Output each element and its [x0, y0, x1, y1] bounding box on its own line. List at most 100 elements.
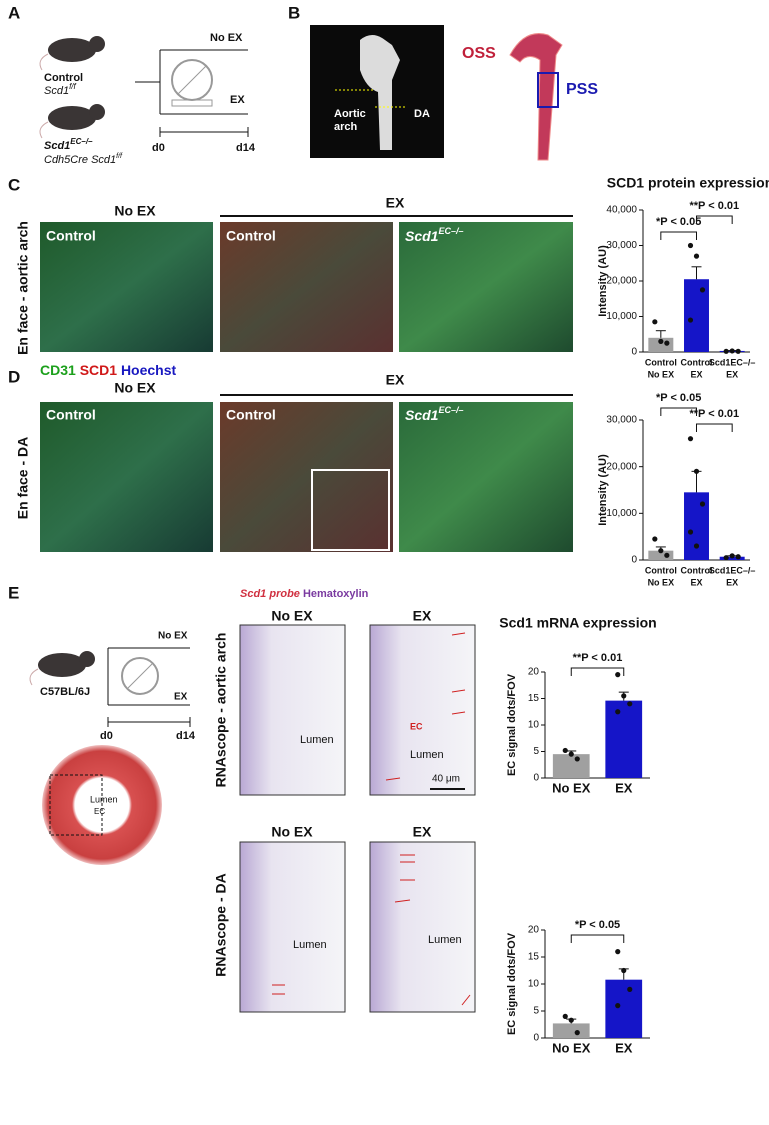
- bar: [605, 979, 643, 1038]
- data-point: [687, 242, 694, 249]
- x-tick-label: No EX: [648, 369, 675, 379]
- column-header: No EX: [114, 380, 156, 396]
- y-tick-label: 5: [533, 1006, 539, 1017]
- y-tick-label: 10: [528, 720, 540, 731]
- column-header: No EX: [114, 203, 156, 219]
- data-point: [664, 340, 670, 346]
- data-point: [664, 552, 670, 558]
- image-label: Control: [226, 407, 276, 423]
- label: EX: [230, 94, 245, 106]
- label: d0: [152, 142, 165, 154]
- bar: [684, 492, 709, 560]
- image-label: Control: [226, 228, 276, 244]
- y-axis-label: Intensity (AU): [597, 245, 609, 317]
- data-point: [627, 986, 633, 993]
- bar: [552, 1023, 590, 1038]
- label: Scd1 probe: [240, 588, 300, 600]
- label: EC–/–: [70, 137, 93, 146]
- label: d14: [176, 730, 196, 742]
- micrograph: [239, 841, 346, 1013]
- image-label: Control: [46, 228, 96, 244]
- panel-label: D: [8, 367, 20, 386]
- data-point: [568, 751, 574, 757]
- label: EC: [410, 721, 423, 731]
- data-point: [693, 253, 700, 259]
- pss-box: [537, 72, 559, 108]
- label: 40 μm: [432, 774, 460, 785]
- micrograph: [220, 402, 393, 552]
- label: f/f: [69, 82, 76, 91]
- y-tick-label: 0: [533, 773, 539, 784]
- column-header: No EX: [271, 824, 313, 840]
- y-tick-label: 5: [533, 746, 539, 757]
- significance-bracket: [570, 934, 625, 943]
- micrograph: [239, 624, 346, 796]
- y-tick-label: 20: [528, 667, 540, 678]
- y-axis-label: EC signal dots/FOV: [506, 932, 518, 1035]
- label: CD31: [40, 362, 76, 378]
- y-tick-label: 0: [631, 347, 637, 358]
- data-point: [723, 348, 729, 354]
- label: EC–/–: [438, 405, 463, 415]
- x-tick-label: EX: [726, 369, 738, 379]
- bar: [605, 700, 643, 778]
- micrograph: [220, 222, 393, 352]
- x-tick-label: No EX: [552, 780, 591, 795]
- data-point: [652, 319, 658, 325]
- data-point: [574, 756, 580, 762]
- label: Hematoxylin: [303, 588, 369, 600]
- column-header: EX: [413, 824, 432, 840]
- y-tick-label: 15: [528, 693, 540, 704]
- aorta-diagram: [509, 33, 563, 161]
- annotation: **P < 0.01: [690, 408, 740, 420]
- data-point: [621, 967, 627, 974]
- aorta-shape: [360, 35, 400, 150]
- x-tick-label: EX: [726, 577, 738, 587]
- data-point: [621, 693, 627, 699]
- data-point: [627, 701, 633, 707]
- label: Scd1f/f: [44, 82, 77, 97]
- data-point: [574, 1030, 580, 1036]
- label: Cdh5Cre Scd1f/f: [44, 153, 123, 166]
- data-point: [729, 348, 735, 354]
- data-point: [699, 287, 706, 293]
- chart-title: SCD1 protein expression: [607, 175, 769, 191]
- column-header: No EX: [271, 608, 313, 624]
- x-tick-label: Control: [681, 565, 713, 575]
- significance-bracket: [570, 667, 625, 676]
- y-tick-label: 30,000: [606, 240, 637, 251]
- micrograph: [369, 841, 476, 1013]
- x-tick-label: Scd1EC–/–: [709, 565, 756, 575]
- data-point: [735, 554, 741, 560]
- data-point: [687, 317, 694, 323]
- significance-bracket: [660, 407, 697, 416]
- column-header: EX: [386, 372, 405, 388]
- wheel-icon: [121, 657, 159, 695]
- row-label: En face - aortic arch: [15, 221, 31, 355]
- label: Lumen: [90, 794, 118, 804]
- label: EC: [94, 807, 105, 816]
- label: f/f: [116, 153, 123, 160]
- label: OSS: [462, 45, 496, 62]
- x-tick-label: Control: [681, 357, 713, 367]
- annotation: **P < 0.01: [690, 200, 740, 212]
- x-tick-label: EX: [615, 1040, 633, 1055]
- y-tick-label: 30,000: [606, 415, 637, 426]
- data-point: [615, 709, 621, 715]
- data-point: [615, 672, 621, 678]
- significance-bracket: [660, 231, 697, 240]
- x-tick-label: EX: [615, 780, 633, 795]
- y-tick-label: 15: [528, 952, 540, 963]
- x-tick-label: Control: [645, 565, 677, 575]
- data-point: [687, 529, 694, 535]
- x-tick-label: EX: [690, 369, 702, 379]
- annotation: *P < 0.05: [575, 919, 620, 931]
- label: Scd1EC–/–: [44, 137, 93, 152]
- label: d14: [236, 142, 256, 154]
- data-point: [652, 536, 658, 542]
- data-point: [735, 348, 741, 354]
- label: No EX: [210, 32, 243, 44]
- label: DA: [414, 108, 430, 120]
- data-point: [615, 1003, 621, 1009]
